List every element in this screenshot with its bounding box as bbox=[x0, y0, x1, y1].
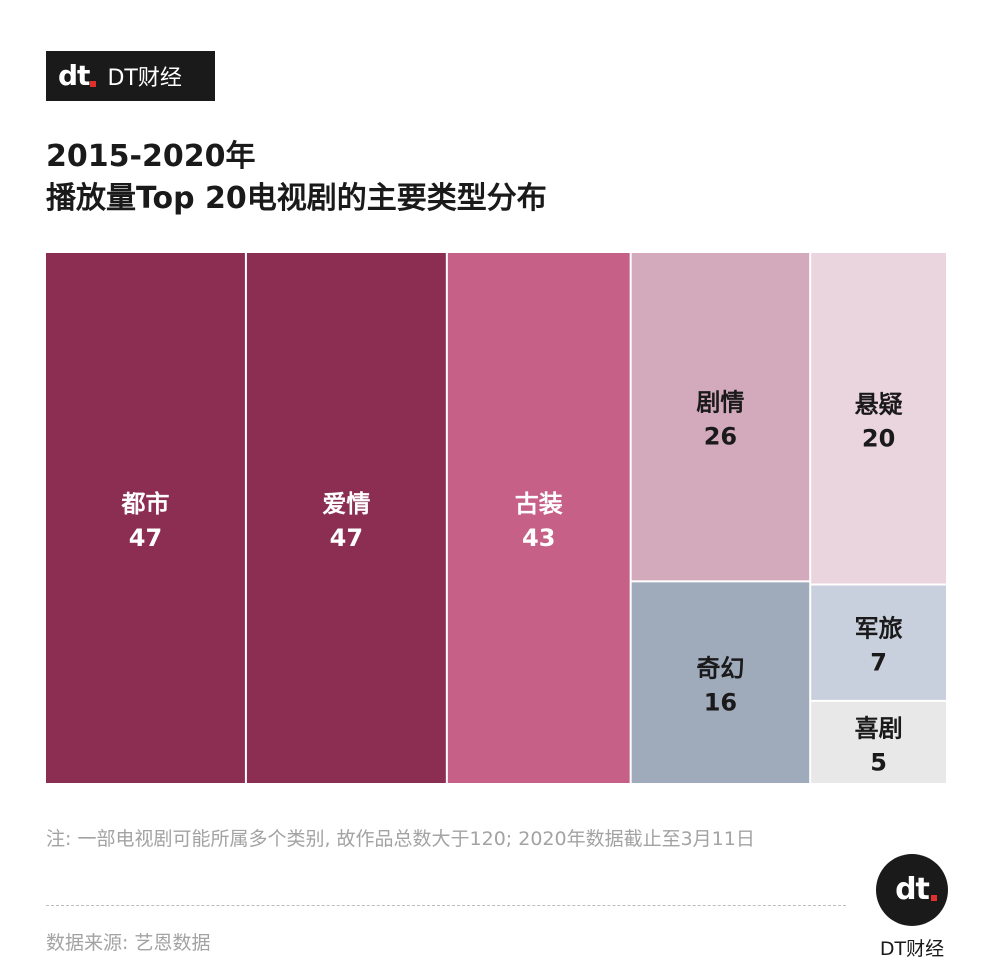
treemap-cell-8 bbox=[811, 701, 946, 783]
chart-title-line1: 2015-2020年 bbox=[46, 139, 256, 174]
treemap-chart: 都市 47 爱情 47 古装 43 剧情 26 奇幻 16 悬疑 20 军旅 7 喜剧 5 bbox=[46, 253, 946, 783]
treemap-label-6: 奇幻 bbox=[696, 655, 744, 683]
treemap-value-3: 43 bbox=[522, 524, 555, 552]
treemap-label-7: 军旅 bbox=[855, 615, 903, 643]
treemap-cell-4 bbox=[631, 253, 810, 581]
dt-badge-icon: dt bbox=[876, 854, 948, 926]
treemap-value-7: 7 bbox=[870, 649, 887, 677]
dt-logo-icon: dt bbox=[58, 62, 97, 90]
treemap-value-5: 20 bbox=[862, 424, 895, 452]
treemap-cell-3 bbox=[447, 253, 630, 783]
treemap-cell-1 bbox=[46, 253, 245, 783]
treemap-cell-5 bbox=[811, 253, 946, 584]
badge-label: DT财经 bbox=[879, 938, 945, 960]
chart-title-line2: 播放量Top 20电视剧的主要类型分布 bbox=[46, 181, 547, 216]
treemap-label-3: 古装 bbox=[515, 490, 563, 518]
treemap-label-5: 悬疑 bbox=[855, 390, 903, 418]
treemap-label-1: 都市 bbox=[120, 490, 169, 518]
divider bbox=[46, 905, 846, 906]
treemap-cell-6 bbox=[631, 582, 810, 783]
data-source: 数据来源: 艺恩数据 bbox=[46, 932, 211, 954]
brand-logo: dt DT财经 bbox=[46, 51, 215, 101]
brand-name: DT财经 bbox=[107, 66, 182, 91]
footnote: 注: 一部电视剧可能所属多个类别, 故作品总数大于120; 2020年数据截止至… bbox=[46, 828, 755, 850]
treemap-label-4: 剧情 bbox=[696, 389, 744, 417]
treemap-value-6: 16 bbox=[704, 689, 737, 717]
treemap-value-2: 47 bbox=[330, 524, 363, 552]
treemap-value-8: 5 bbox=[870, 748, 887, 776]
treemap-label-2: 爱情 bbox=[322, 490, 370, 518]
treemap-cell-2 bbox=[246, 253, 446, 783]
treemap-label-8: 喜剧 bbox=[855, 714, 903, 742]
treemap-value-1: 47 bbox=[129, 524, 162, 552]
treemap-value-4: 26 bbox=[704, 423, 737, 451]
treemap-cell-7 bbox=[811, 585, 946, 700]
